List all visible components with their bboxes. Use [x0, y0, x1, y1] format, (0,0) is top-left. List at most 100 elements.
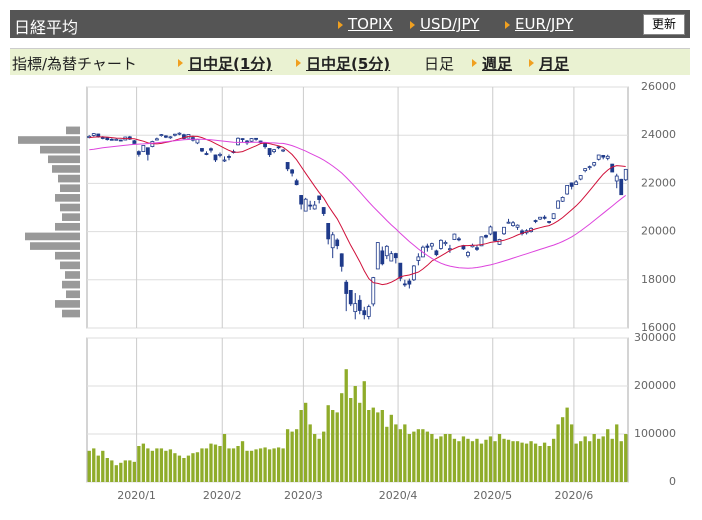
candle-body	[173, 133, 177, 136]
usdjpy-link[interactable]: USD/JPY	[410, 15, 479, 33]
candle-body	[574, 181, 579, 186]
volume-bar	[240, 441, 245, 482]
candle-body	[236, 137, 240, 146]
candle-body	[393, 253, 398, 259]
price-volume-bar	[66, 290, 80, 299]
candle-body	[493, 231, 497, 242]
candle-body	[267, 148, 272, 156]
candle-body	[416, 256, 421, 261]
candle-body	[317, 195, 322, 200]
candle-body	[132, 140, 137, 144]
price-volume-bar	[62, 280, 80, 289]
candle-body	[479, 236, 484, 247]
volume-bar	[146, 448, 150, 482]
topix-link[interactable]: TOPIX	[338, 15, 393, 33]
volume-bar	[317, 438, 321, 482]
volume-bar	[101, 450, 105, 482]
volume-bar	[267, 449, 272, 482]
x-tick-label: 2020/4	[379, 489, 418, 502]
y-tick-label: 300000	[634, 331, 676, 344]
candle-body	[294, 180, 299, 186]
volume-bar	[155, 448, 159, 482]
tab[interactable]: 月足	[529, 53, 569, 74]
volume-bar	[191, 453, 195, 482]
volume-bar	[128, 460, 132, 482]
volume-bar	[416, 429, 421, 482]
volume-bar	[515, 441, 520, 482]
candle-body	[168, 136, 173, 139]
candle-body	[434, 250, 439, 256]
volume-bar	[249, 450, 254, 482]
candle-body	[497, 239, 502, 245]
volume-bar	[123, 460, 127, 482]
volume-bar	[592, 434, 596, 482]
volume-bar	[254, 449, 258, 482]
volume-bar	[209, 443, 213, 482]
volume-bar	[619, 441, 623, 482]
candle-body	[339, 253, 344, 267]
volume-bar	[615, 424, 619, 482]
volume-bar	[560, 417, 565, 482]
price-volume-bar	[18, 136, 80, 144]
candle-body	[488, 226, 493, 235]
price-volume-bar	[65, 271, 80, 279]
candle-body	[614, 175, 619, 182]
volume-bar	[403, 424, 407, 482]
candle-body	[569, 182, 574, 187]
candle-body	[195, 138, 200, 144]
volume-bar	[385, 426, 389, 482]
volume-bar	[182, 458, 186, 482]
candle-body	[204, 153, 209, 155]
tab[interactable]: 日中足(5分)	[296, 53, 390, 74]
candle-body	[429, 243, 434, 247]
candle-body	[398, 262, 403, 279]
price-volume-bar	[58, 174, 80, 183]
candle-body	[538, 216, 542, 220]
candle-body	[407, 280, 412, 285]
volume-bar	[141, 443, 146, 482]
candle-body	[141, 145, 146, 152]
volume-bar	[308, 424, 312, 482]
volume-bar	[114, 465, 118, 482]
eurjpy-link[interactable]: EUR/JPY	[505, 15, 573, 33]
volume-bar	[394, 424, 398, 482]
volume-bar	[579, 441, 583, 482]
candle-body	[254, 137, 258, 140]
volume-bar	[150, 450, 155, 482]
tab[interactable]: 週足	[472, 53, 512, 74]
tab[interactable]: 日中足(1分)	[178, 53, 272, 74]
tab-label: 指標/為替チャート	[12, 55, 137, 73]
volume-bar	[137, 446, 141, 482]
volume-bar	[164, 450, 168, 482]
volume-bar	[349, 398, 353, 482]
candle-body	[281, 149, 286, 152]
volume-bar	[556, 424, 560, 482]
volume-bar	[434, 438, 439, 482]
candle-body	[222, 159, 227, 162]
candle-body	[443, 242, 448, 245]
candle-body	[213, 154, 218, 161]
volume-bar	[195, 452, 200, 482]
y-tick-label: 100000	[634, 427, 676, 440]
refresh-button[interactable]: 更新	[643, 14, 685, 35]
volume-bar	[574, 443, 578, 482]
candle-body	[466, 251, 470, 257]
volume-bar	[470, 441, 475, 482]
candle-body	[321, 207, 326, 214]
x-tick-label: 2020/6	[555, 489, 594, 502]
volume-bar	[448, 434, 452, 482]
volume-bar	[105, 458, 109, 482]
candle-body	[330, 234, 335, 249]
candle-body	[240, 138, 245, 140]
volume-bar	[443, 434, 448, 482]
volume-bar	[479, 443, 484, 482]
volume-bar	[597, 438, 601, 482]
volume-bar	[551, 438, 556, 482]
candle-body	[308, 204, 313, 207]
price-volume-bar	[55, 300, 80, 308]
volume-bar	[313, 434, 317, 482]
candle-body	[145, 147, 150, 155]
volume-bar	[398, 429, 402, 482]
volume-bar	[542, 442, 547, 482]
